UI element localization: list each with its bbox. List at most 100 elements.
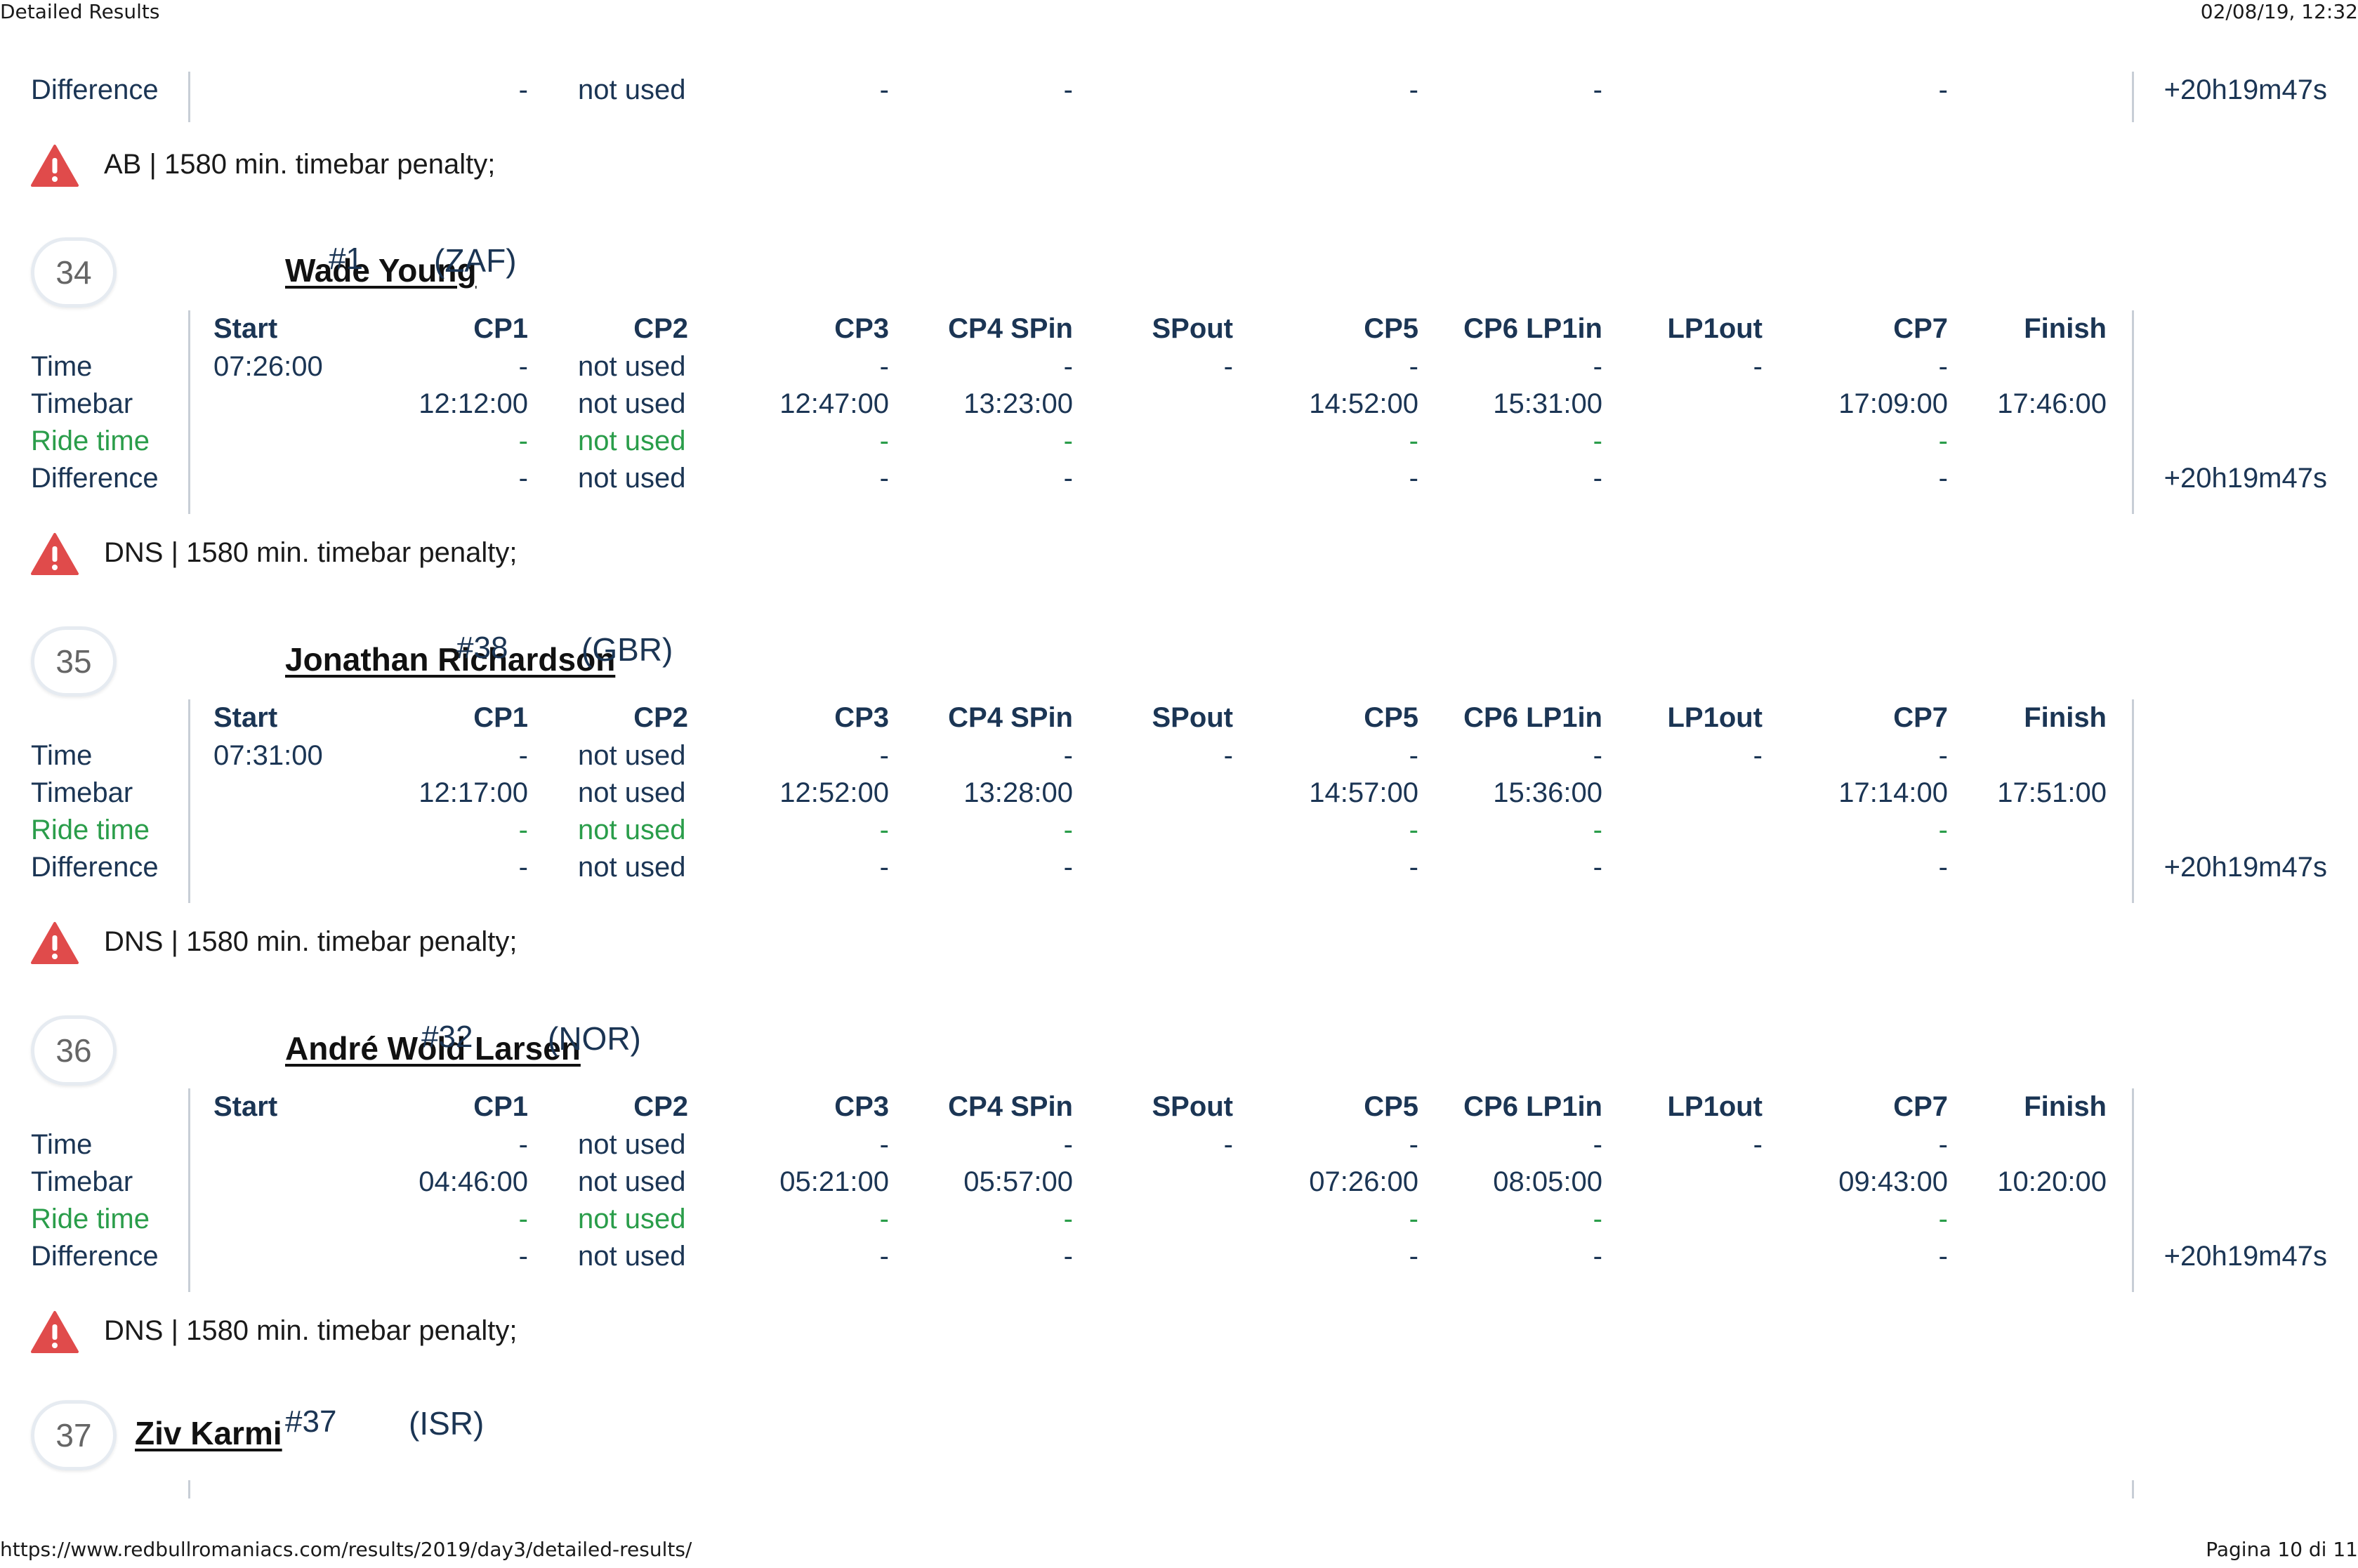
diff-cell: - [518,463,528,494]
time-cell: - [518,351,528,382]
diff-cell: - [1063,463,1073,494]
cell-cp2: not used [578,74,686,105]
time-cell: - [1753,740,1763,771]
diff-cell: - [1593,463,1602,494]
timebar-label: Timebar [31,1166,133,1197]
column-header: CP4 SPin [948,702,1073,733]
time-cell: not used [578,351,686,382]
ride-cell: - [518,815,528,845]
time-cell: not used [578,1129,686,1160]
time-cell: - [1409,1129,1418,1160]
timebar-cell: 10:20:00 [1997,1166,2107,1197]
rider-name-link[interactable]: Wade Young [285,252,477,289]
ride-cell: not used [578,815,686,845]
ride-cell: - [1063,426,1073,456]
penalty-note: DNS | 1580 min. timebar penalty; [104,1315,518,1346]
time-cell: - [1593,740,1602,771]
time-cell: - [518,740,528,771]
column-header: Start [213,702,278,733]
warning-icon [31,922,79,964]
table-divider-left [188,72,190,122]
table-divider-right [2132,1088,2134,1292]
ride-cell: not used [578,1204,686,1234]
rider-nation: (NOR) [548,1020,641,1057]
cell-cp6: - [1593,74,1602,105]
ride-cell: not used [578,426,686,456]
time-cell: not used [578,740,686,771]
rank-badge: 37 [31,1400,117,1470]
column-header: CP3 [834,702,889,733]
column-header: CP5 [1364,1091,1418,1122]
column-header: Finish [2024,1091,2107,1122]
timebar-cell: 17:51:00 [1997,777,2107,808]
diff-cell: - [518,852,528,883]
column-header: Start [213,313,278,344]
diff-cell: not used [578,463,686,494]
timebar-cell: 05:21:00 [779,1166,889,1197]
timebar-cell: 17:09:00 [1838,388,1948,419]
warning-icon [31,145,79,187]
rider-nation: (GBR) [581,631,673,668]
column-header: CP6 LP1in [1463,313,1602,344]
penalty-note: AB | 1580 min. timebar penalty; [104,149,496,180]
column-header: CP7 [1893,313,1948,344]
time-cell: - [1409,351,1418,382]
table-divider-right [2132,310,2134,514]
timebar-cell: 15:36:00 [1493,777,1602,808]
timebar-cell: 14:57:00 [1309,777,1418,808]
column-header: CP4 SPin [948,313,1073,344]
column-header: CP2 [633,313,688,344]
difference-label: Difference [31,74,159,105]
warning-icon [31,1311,79,1353]
ride-cell: - [1409,426,1418,456]
diff-cell: - [1063,1241,1073,1272]
table-divider-left [188,699,190,903]
timebar-cell: not used [578,777,686,808]
difference-total: +20h19m47s [2163,852,2327,883]
ride-cell: - [518,426,528,456]
column-header: LP1out [1667,1091,1763,1122]
ride-cell: - [879,815,889,845]
time-cell: - [1593,351,1602,382]
time-cell: - [1223,351,1233,382]
column-header: CP3 [834,1091,889,1122]
penalty-note: DNS | 1580 min. timebar penalty; [104,926,518,957]
diff-cell: - [879,463,889,494]
timebar-cell: not used [578,1166,686,1197]
column-header: CP7 [1893,1091,1948,1122]
column-header: LP1out [1667,702,1763,733]
cell-cp1: - [518,74,528,105]
rider-number: #32 [421,1020,473,1054]
ride-cell: - [1593,426,1602,456]
time-cell: - [879,1129,889,1160]
ride-label: Ride time [31,815,150,845]
ride-cell: - [1063,1204,1073,1234]
rider-name-link[interactable]: André Wold Larsen [285,1030,581,1067]
timebar-cell: 13:28:00 [963,777,1073,808]
diff-cell: - [1409,1241,1418,1272]
rank-badge: 34 [31,237,117,308]
column-header: SPout [1152,1091,1233,1122]
ride-cell: - [1938,1204,1948,1234]
cell-cp4: - [1063,74,1073,105]
timebar-cell: 05:57:00 [963,1166,1073,1197]
difference-total: +20h19m47s [2163,1241,2327,1272]
time-cell: - [879,351,889,382]
cell-cp5: - [1409,74,1418,105]
rider-name-link[interactable]: Ziv Karmi [135,1415,282,1451]
rider-number: #38 [456,631,508,665]
time-cell: - [1938,740,1948,771]
page-footer-url[interactable]: https://www.redbullromaniacs.com/results… [0,1538,692,1561]
rider-name-link[interactable]: Jonathan Richardson [285,641,616,678]
diff-cell: - [1063,852,1073,883]
rank-badge: 35 [31,626,117,697]
ride-cell: - [1063,815,1073,845]
column-header: CP1 [473,702,528,733]
rider-number: #1 [329,242,363,276]
page-header-datetime: 02/08/19, 12:32 [2200,0,2358,23]
time-cell: - [1938,1129,1948,1160]
timebar-cell: 04:46:00 [419,1166,528,1197]
ride-cell: - [518,1204,528,1234]
diff-cell: not used [578,852,686,883]
timebar-label: Timebar [31,777,133,808]
